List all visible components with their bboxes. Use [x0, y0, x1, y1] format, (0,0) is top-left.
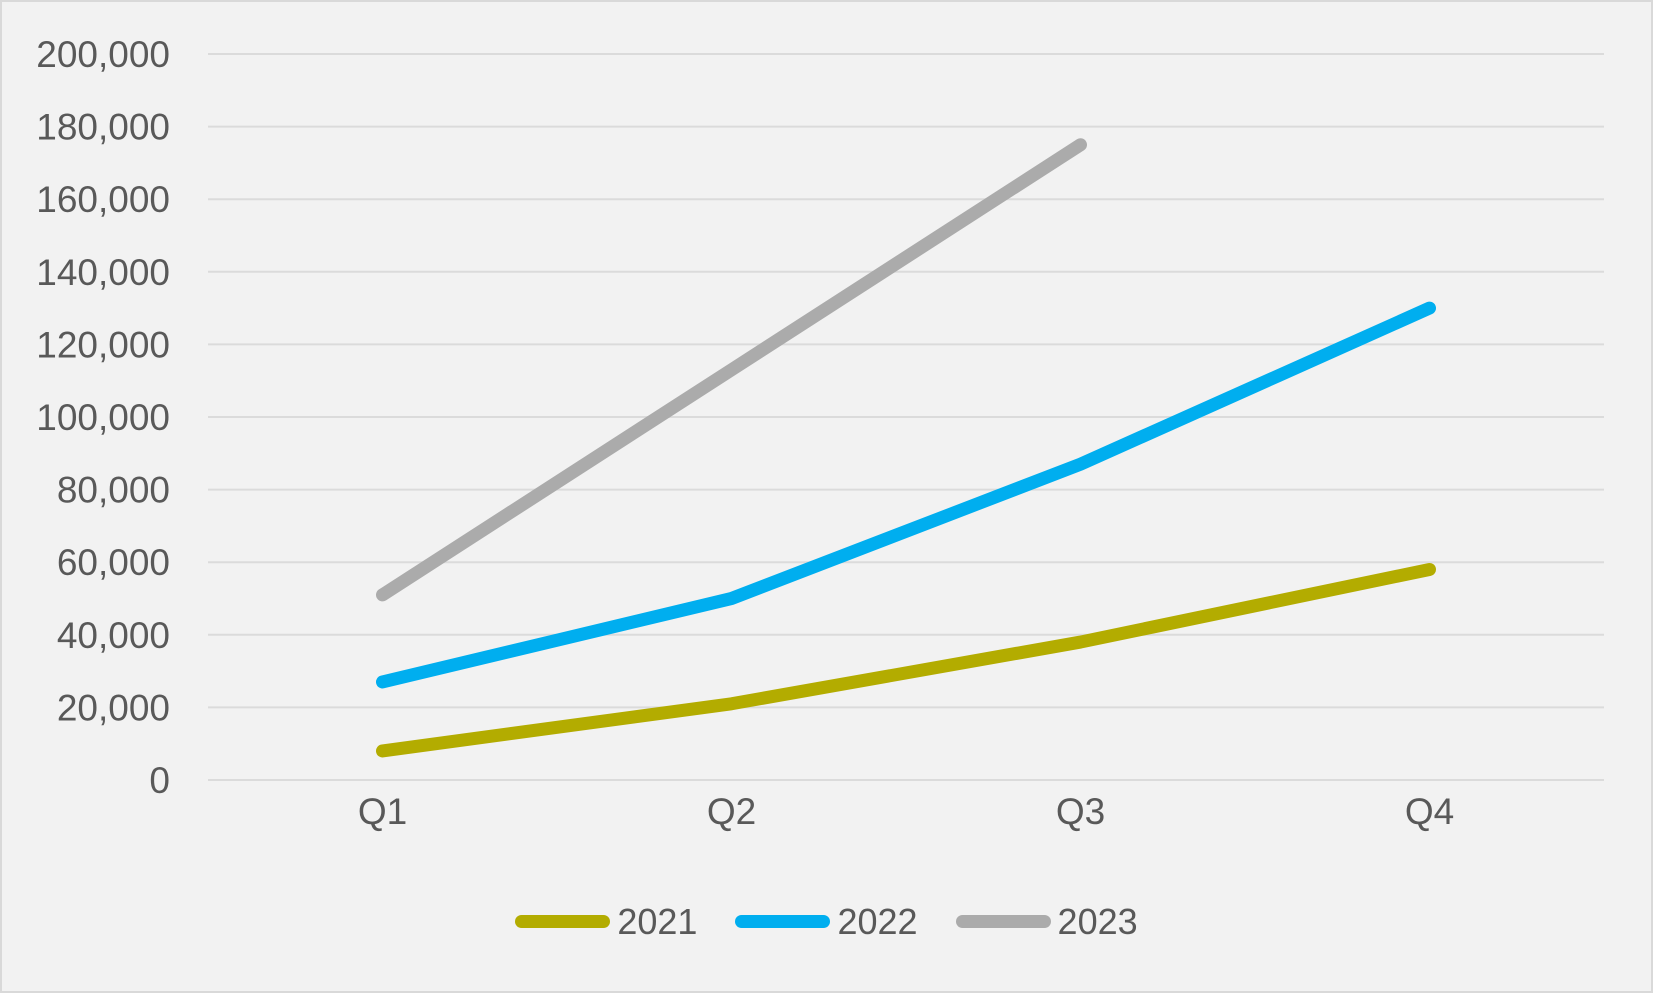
legend-label: 2022 — [837, 901, 918, 942]
x-axis-label: Q2 — [707, 791, 756, 832]
y-axis-tick-label: 140,000 — [36, 252, 170, 293]
legend-item-2021: 2021 — [515, 900, 697, 943]
series-line-2021 — [376, 562, 1436, 758]
legend-item-2023: 2023 — [955, 900, 1138, 943]
series-line-2022 — [376, 301, 1436, 689]
x-axis-label: Q4 — [1405, 791, 1454, 832]
y-axis-tick-label: 20,000 — [57, 687, 170, 728]
series-line-2023 — [376, 138, 1087, 602]
legend-marker-2021 — [515, 915, 611, 929]
legend-label: 2023 — [1057, 901, 1138, 942]
y-axis-tick-label: 40,000 — [57, 615, 170, 656]
y-axis-tick-label: 160,000 — [36, 179, 170, 220]
y-axis-tick-label: 120,000 — [36, 324, 170, 365]
legend-marker-2023 — [955, 915, 1051, 929]
chart-legend: 2021 2022 2023 — [2, 900, 1651, 943]
y-axis-tick-label: 200,000 — [36, 34, 170, 75]
y-axis-tick-label: 80,000 — [57, 470, 170, 511]
legend-label: 2021 — [617, 901, 698, 942]
legend-item-2022: 2022 — [735, 900, 918, 943]
legend-marker-2022 — [735, 915, 831, 929]
y-axis-tick-label: 60,000 — [57, 542, 170, 583]
y-axis-tick-label: 100,000 — [36, 397, 170, 438]
x-axis-label: Q3 — [1056, 791, 1105, 832]
y-axis-tick-label: 180,000 — [36, 107, 170, 148]
x-axis-label: Q1 — [358, 791, 407, 832]
y-axis-tick-label: 0 — [149, 760, 170, 801]
